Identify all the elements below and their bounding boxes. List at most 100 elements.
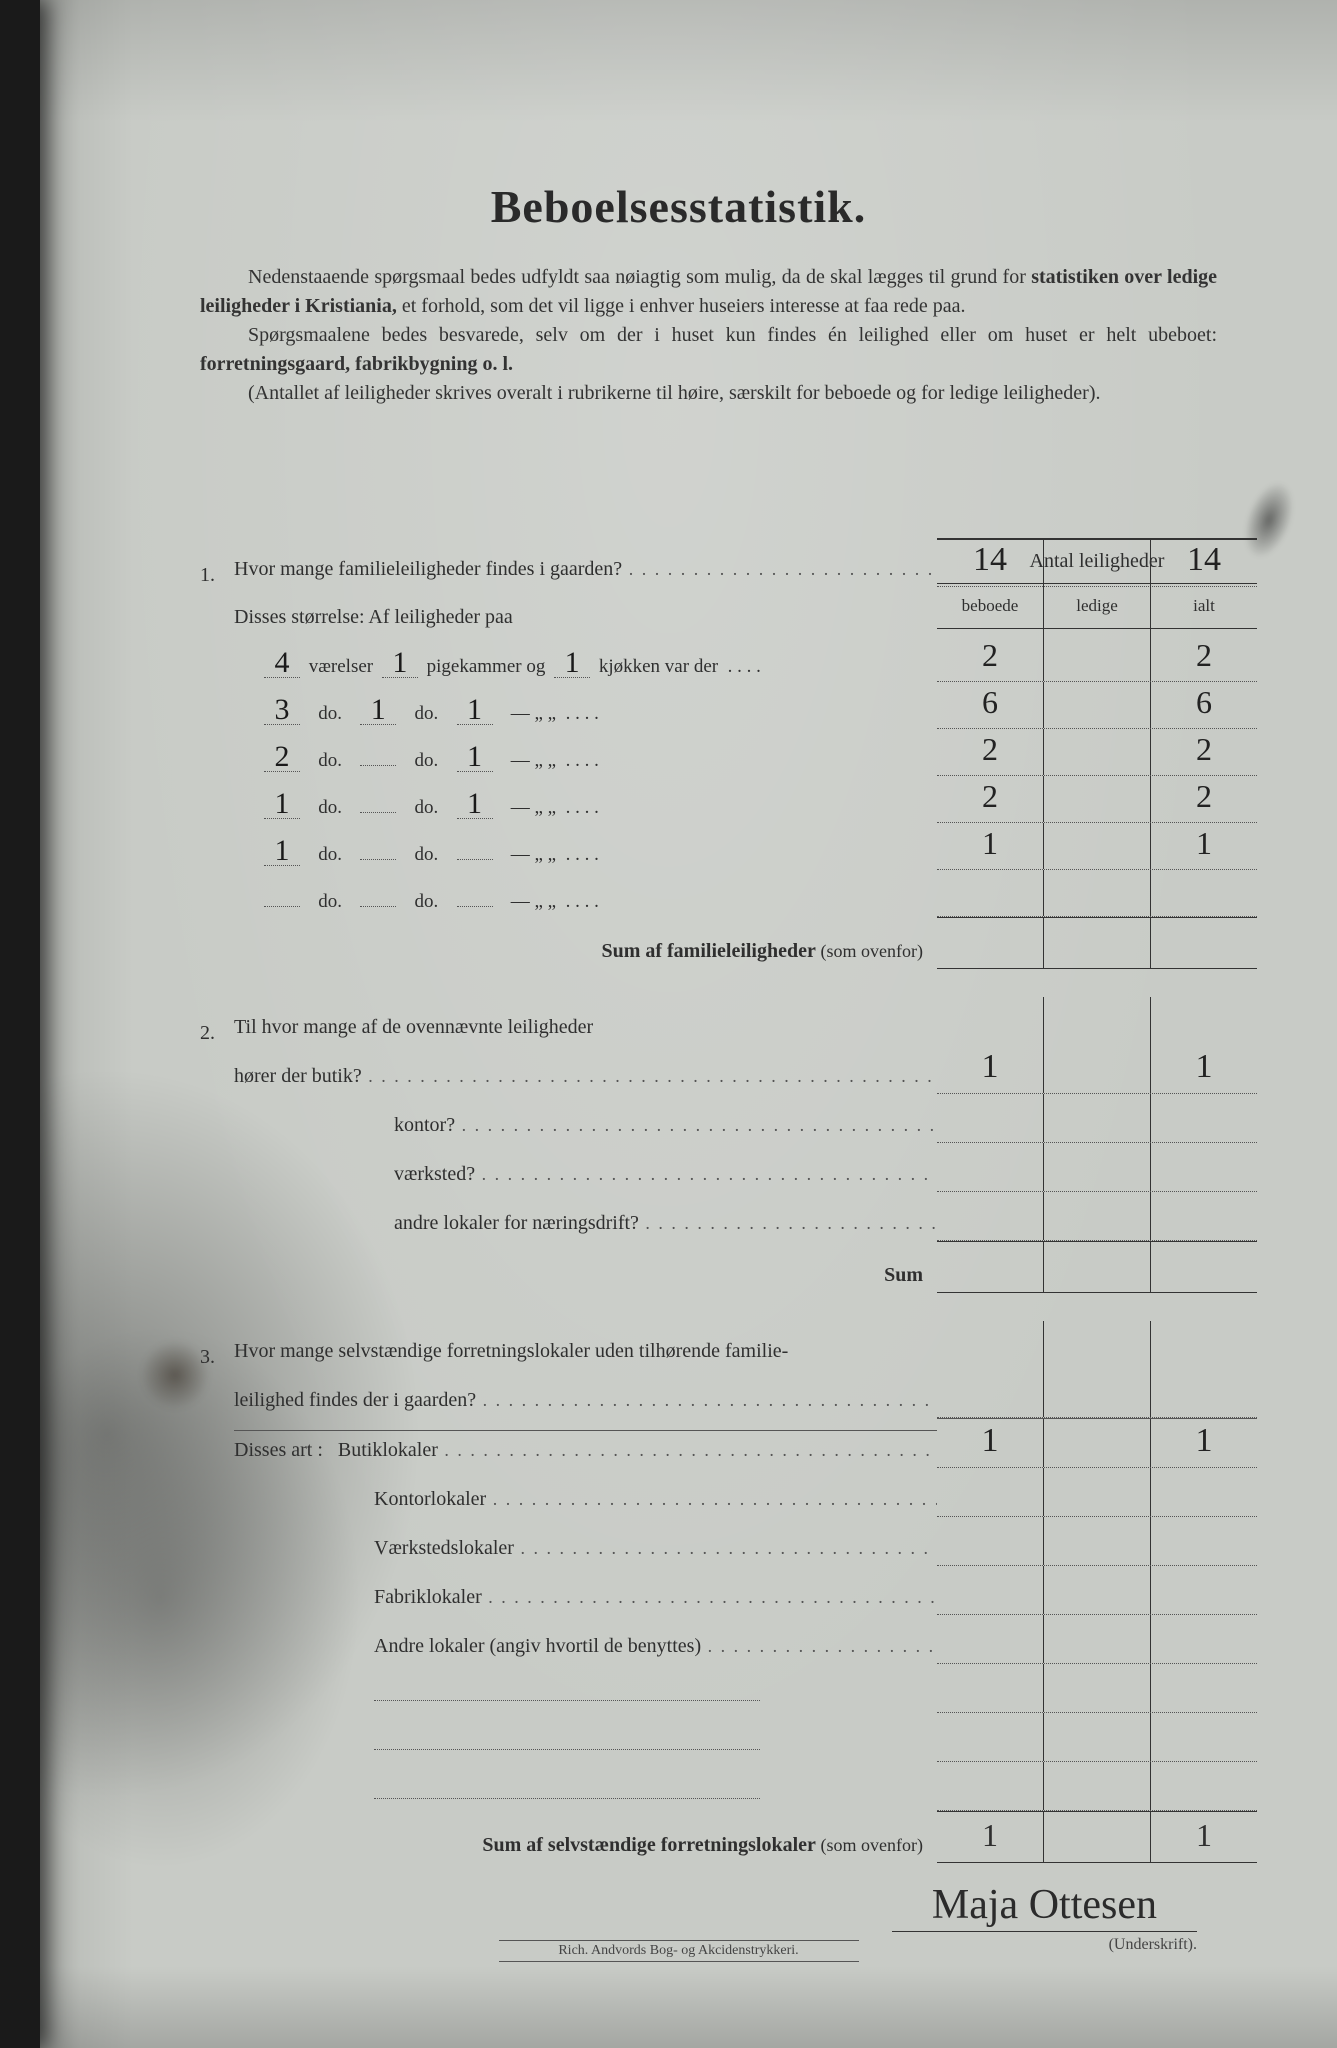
size-row-label: 3 do. 1 do. 1 — „ „ . . . . <box>260 696 937 729</box>
cell <box>1043 1094 1150 1142</box>
cell <box>937 1517 1043 1565</box>
q2-head: 2. Til hvor mange af de ovennævnte leili… <box>200 997 1257 1045</box>
cell: 6 <box>1150 682 1257 728</box>
cell <box>937 1762 1043 1810</box>
cell <box>1150 1468 1257 1516</box>
cell <box>937 1566 1043 1614</box>
q3-head1: 3. Hvor mange selvstændige forretningslo… <box>200 1321 1257 1369</box>
cell <box>937 1615 1043 1663</box>
q1-num: 1. <box>200 564 234 587</box>
cell <box>937 1664 1043 1712</box>
c: 1 <box>937 1419 1043 1467</box>
q2-line-label: hører der butik? <box>234 1065 362 1087</box>
q3-blanks <box>200 1664 1257 1811</box>
cell <box>1043 1517 1150 1565</box>
q1-sum: Sum af familieleiligheder (som ovenfor) <box>200 917 1257 969</box>
cell <box>1150 870 1257 916</box>
q3-sum-label: Sum af selvstændige forretningslokaler (… <box>200 1834 937 1863</box>
cell: 2 <box>1150 729 1257 775</box>
size-row: 2 do. do. 1 — „ „ . . . .22 <box>260 729 1257 776</box>
cell: 1 <box>937 1045 1043 1093</box>
q3-line-cells <box>937 1517 1257 1566</box>
rows-container: 1. Hvor mange familieleiligheder findes … <box>200 538 1257 1954</box>
q3-blank-cells <box>937 1664 1257 1713</box>
cell <box>1043 1192 1150 1240</box>
q3-text2-span: leilighed findes der i gaarden? <box>234 1389 476 1411</box>
q2-line-label: værksted? <box>394 1163 475 1185</box>
q3-line-label: Fabriklokaler <box>374 1586 482 1608</box>
intro-text: Nedenstaaende spørgsmaal bedes udfyldt s… <box>200 263 1217 408</box>
q3-lines: Kontorlokaler Værkstedslokaler Fabriklokal… <box>200 1468 1257 1664</box>
q3-blank-line <box>234 1727 937 1762</box>
q2-num: 2. <box>200 1022 234 1045</box>
cell <box>1150 1094 1257 1142</box>
intro-p2b: forretningsgaard, fabrikbygning o. l. <box>200 353 513 375</box>
q1-disses-text: Disses størrelse: Af leiligheder paa <box>234 606 937 635</box>
q2-line: kontor? <box>200 1094 1257 1143</box>
q3-line: Værkstedslokaler <box>200 1517 1257 1566</box>
q2-line-cells <box>937 1192 1257 1241</box>
intro-p3: (Antallet af leiligheder skrives overalt… <box>200 379 1217 408</box>
q3-sum-text: Sum af selvstændige forretningslokaler <box>482 1834 815 1856</box>
cell: 6 <box>937 682 1043 728</box>
cell <box>1150 1143 1257 1191</box>
cell <box>1043 870 1150 916</box>
q3-line-text: Fabriklokaler <box>234 1586 937 1615</box>
q3-blank <box>200 1664 1257 1713</box>
size-row-label: do. do. — „ „ . . . . <box>260 891 937 917</box>
cell <box>937 1094 1043 1142</box>
size-row: 3 do. 1 do. 1 — „ „ . . . .66 <box>260 682 1257 729</box>
q3-line-label: Kontorlokaler <box>374 1488 486 1510</box>
c: 1 <box>1150 1812 1257 1862</box>
page-title: Beboelsesstatistik. <box>80 180 1277 233</box>
intro-p2a: Spørgsmaalene bedes besvarede, selv om d… <box>248 324 1217 346</box>
intro-p1c: et forhold, som det vil ligge i enhver h… <box>397 295 966 317</box>
c <box>1043 1812 1150 1862</box>
q2-line-label: kontor? <box>394 1114 455 1136</box>
q2-line-text: andre lokaler for næringsdrift? <box>234 1212 937 1241</box>
cell <box>1043 1615 1150 1663</box>
size-row-cells: 22 <box>937 729 1257 776</box>
q2-line-cells <box>937 1094 1257 1143</box>
q3-line: Kontorlokaler <box>200 1468 1257 1517</box>
q2-line-text: hører der butik? <box>234 1065 937 1094</box>
cell: 2 <box>1150 635 1257 681</box>
q3-text2: leilighed findes der i gaarden? <box>234 1389 937 1418</box>
cell <box>1150 1762 1257 1810</box>
size-row: 1 do. do. — „ „ . . . .11 <box>260 823 1257 870</box>
size-row-cells: 11 <box>937 823 1257 870</box>
cell <box>937 1143 1043 1191</box>
q2-text: Til hvor mange af de ovennævnte leilighe… <box>234 1016 937 1045</box>
q3-sum: Sum af selvstændige forretningslokaler (… <box>200 1811 1257 1863</box>
q3-disses-label: Disses art : <box>234 1439 323 1461</box>
q3-sum-paren: (som ovenfor) <box>821 1835 923 1855</box>
q3-line-text: Værkstedslokaler <box>234 1537 937 1566</box>
cell <box>1043 1468 1150 1516</box>
q2-lines: hører der butik?11kontor?værksted?andre … <box>200 1045 1257 1241</box>
antal-subheader: beboede ledige ialt <box>937 584 1257 629</box>
q2-sum-cells <box>937 1241 1257 1293</box>
size-row: do. do. — „ „ . . . . <box>260 870 1257 917</box>
q2-line-label: andre lokaler for næringsdrift? <box>394 1212 639 1234</box>
q3-sum-cells: 1 1 <box>937 1811 1257 1863</box>
c: 1 <box>1150 1419 1257 1467</box>
col-ledige: ledige <box>1043 584 1150 628</box>
q3-line-cells <box>937 1468 1257 1517</box>
cell <box>937 1192 1043 1240</box>
cell: 2 <box>937 729 1043 775</box>
cell <box>1043 1664 1150 1712</box>
q3-blank-cells <box>937 1762 1257 1811</box>
q3-blank-cells <box>937 1713 1257 1762</box>
col-ialt: ialt <box>1150 584 1257 628</box>
size-row-cells: 66 <box>937 682 1257 729</box>
q3-line-cells <box>937 1566 1257 1615</box>
cell <box>1150 1566 1257 1614</box>
size-row-label: 4 værelser 1 pigekammer og 1 kjøkken var… <box>260 649 937 682</box>
q3-head2: leilighed findes der i gaarden? <box>200 1369 1257 1418</box>
q3-line-text: Kontorlokaler <box>234 1488 937 1517</box>
size-row: 4 værelser 1 pigekammer og 1 kjøkken var… <box>260 635 1257 682</box>
cell <box>937 1468 1043 1516</box>
q3-blank-line <box>234 1776 937 1811</box>
sizes-container: 4 værelser 1 pigekammer og 1 kjøkken var… <box>200 635 1257 917</box>
q1-sum-text: Sum af familieleiligheder <box>601 940 815 962</box>
